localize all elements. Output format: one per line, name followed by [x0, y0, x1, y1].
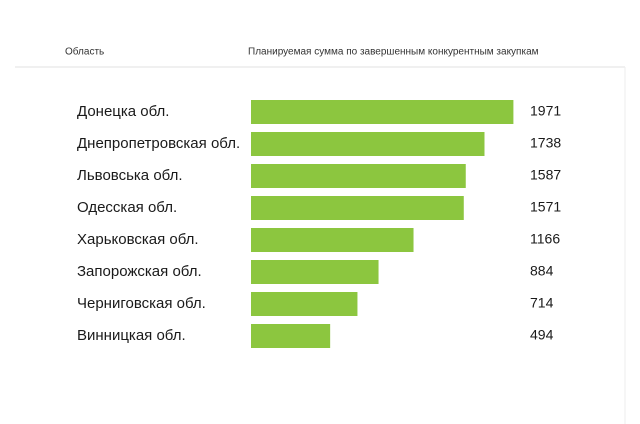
value-label: 714	[530, 295, 554, 311]
bar	[251, 100, 514, 124]
bar	[251, 164, 466, 188]
category-header: Область	[65, 46, 104, 58]
category-label: Черниговская обл.	[77, 295, 206, 312]
value-label: 1971	[530, 103, 561, 119]
value-label: 1587	[530, 167, 561, 183]
category-label: Львовська обл.	[77, 167, 183, 184]
bar	[251, 132, 485, 156]
category-label: Днепропетровская обл.	[77, 135, 240, 152]
category-label: Харьковская обл.	[77, 231, 199, 248]
bar	[251, 292, 358, 316]
bar	[251, 324, 331, 348]
bar	[251, 260, 379, 284]
value-label: 1571	[530, 199, 561, 215]
value-label: 884	[530, 263, 554, 279]
category-label: Донецка обл.	[77, 103, 169, 120]
category-label: Запорожская обл.	[77, 263, 202, 280]
value-label: 1738	[530, 135, 561, 151]
bar	[251, 228, 414, 252]
value-label: 494	[530, 327, 554, 343]
category-label: Одесская обл.	[77, 199, 177, 216]
bar	[251, 196, 464, 220]
value-header: Планируемая сумма по завершенным конкуре…	[248, 47, 539, 58]
value-label: 1166	[530, 231, 560, 247]
category-label: Винницкая обл.	[77, 327, 186, 344]
